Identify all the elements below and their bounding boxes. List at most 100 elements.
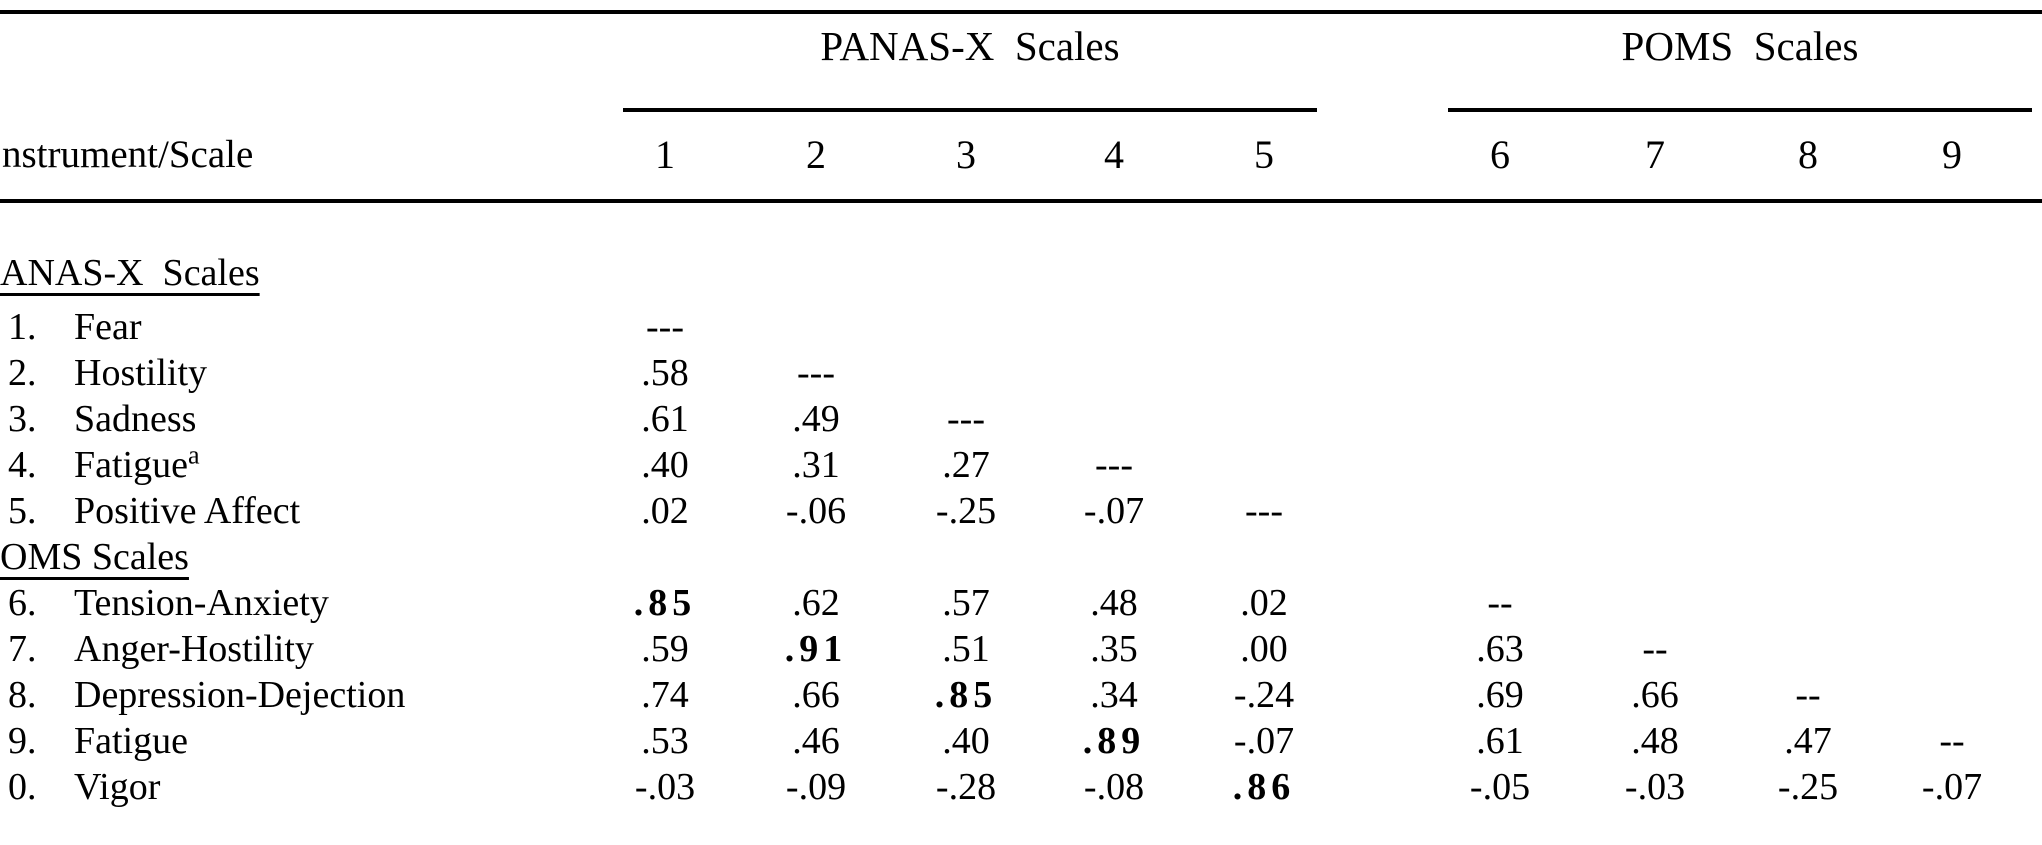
corr-cell: .02: [1240, 582, 1288, 624]
row-label: Depression-Dejection: [74, 674, 406, 716]
column-header-8: 8: [1798, 132, 1818, 177]
corr-cell: .27: [942, 444, 990, 486]
corr-cell: -.25: [935, 490, 997, 532]
corr-cell: .51: [942, 628, 990, 670]
corr-cell: .35: [1090, 628, 1138, 670]
footnote-marker: a: [187, 440, 200, 470]
table-row: 4. Fatiguea .40 .31 .27 ---: [0, 442, 2042, 488]
corr-cell: -.09: [785, 766, 847, 808]
row-number: 4.: [8, 444, 37, 486]
corr-cell: .66: [1631, 674, 1679, 716]
corr-cell: --: [1642, 628, 1668, 670]
corr-cell: --: [1487, 582, 1513, 624]
section-label: OMS Scales: [0, 536, 189, 578]
row-label: Fatiguea: [74, 440, 200, 486]
corr-cell: .00: [1240, 628, 1288, 670]
corr-cell: .66: [792, 674, 840, 716]
row-label: Fear: [74, 306, 142, 348]
column-header-1: 1: [655, 132, 675, 177]
row-number: 8.: [8, 674, 37, 716]
column-header-7: 7: [1645, 132, 1665, 177]
group-header-poms: POMS Scales: [1621, 23, 1859, 69]
row-number: 5.: [8, 490, 37, 532]
table-row: 3. Sadness .61 .49 ---: [0, 396, 2042, 442]
group-header-panas-x: PANAS-X Scales: [820, 23, 1120, 69]
row-number: 3.: [8, 398, 37, 440]
table-row: 6. Tension-Anxiety .85 .62 .57 .48 .02 -…: [0, 580, 2042, 626]
table-row: 9. Fatigue .53 .46 .40 .89 -.07 .61 .48 …: [0, 718, 2042, 764]
table-row: 8. Depression-Dejection .74 .66 .85 .34 …: [0, 672, 2042, 718]
corr-cell: .62: [792, 582, 840, 624]
row-number: 7.: [8, 628, 37, 670]
corr-cell: ---: [797, 352, 835, 394]
column-header-4: 4: [1104, 132, 1124, 177]
column-header-3: 3: [956, 132, 976, 177]
corr-cell: .48: [1090, 582, 1138, 624]
corr-cell: -.07: [1233, 720, 1295, 762]
poms-group-rule: [1448, 108, 2032, 112]
corr-cell: .74: [641, 674, 689, 716]
corr-cell: -.08: [1083, 766, 1145, 808]
column-header-5: 5: [1254, 132, 1274, 177]
corr-cell: .61: [1476, 720, 1524, 762]
corr-cell: .61: [641, 398, 689, 440]
corr-cell: .48: [1631, 720, 1679, 762]
corr-cell: .63: [1476, 628, 1524, 670]
corr-cell: .47: [1784, 720, 1832, 762]
corr-cell-convergent: .91: [784, 628, 848, 670]
column-header-row: nstrument/Scale 1 2 3 4 5 6 7 8 9: [0, 132, 2042, 178]
corr-cell: ---: [646, 306, 684, 348]
corr-cell: -.07: [1083, 490, 1145, 532]
table-row: 2. Hostility .58 ---: [0, 350, 2042, 396]
corr-cell: .40: [641, 444, 689, 486]
row-label: Fatigue: [74, 720, 188, 762]
row-number: 2.: [8, 352, 37, 394]
corr-cell: .02: [641, 490, 689, 532]
corr-cell: ---: [947, 398, 985, 440]
corr-cell: -.25: [1777, 766, 1839, 808]
section-label: ANAS-X Scales: [0, 252, 260, 294]
row-label: Vigor: [74, 766, 161, 808]
corr-cell: .59: [641, 628, 689, 670]
corr-cell-convergent: .85: [633, 582, 697, 624]
corr-cell: ---: [1245, 490, 1283, 532]
header-bottom-rule: [0, 199, 2042, 203]
top-rule: [0, 10, 2042, 14]
corr-cell-convergent: .89: [1082, 720, 1146, 762]
table-row: 5. Positive Affect .02 -.06 -.25 -.07 --…: [0, 488, 2042, 534]
corr-cell: -.06: [785, 490, 847, 532]
section-heading-panas-x: ANAS-X Scales: [0, 250, 2042, 296]
corr-cell: .58: [641, 352, 689, 394]
corr-cell: .46: [792, 720, 840, 762]
panas-group-rule: [623, 108, 1317, 112]
table-row: 1. Fear ---: [0, 304, 2042, 350]
column-header-6: 6: [1490, 132, 1510, 177]
table-body: ANAS-X Scales 1. Fear --- 2. Hostility .…: [0, 250, 2042, 810]
section-heading-poms: OMS Scales: [0, 534, 2042, 580]
row-number: 9.: [8, 720, 37, 762]
row-label: Anger-Hostility: [74, 628, 314, 670]
corr-cell: --: [1939, 720, 1965, 762]
column-header-2: 2: [806, 132, 826, 177]
corr-cell: --: [1795, 674, 1821, 716]
corr-cell: -.28: [935, 766, 997, 808]
corr-cell: -.03: [634, 766, 696, 808]
corr-cell-convergent: .85: [934, 674, 998, 716]
table-row: 0. Vigor -.03 -.09 -.28 -.08 .86 -.05 -.…: [0, 764, 2042, 810]
row-number: 0.: [8, 766, 37, 808]
corr-cell: .69: [1476, 674, 1524, 716]
corr-cell: ---: [1095, 444, 1133, 486]
table-row: 7. Anger-Hostility .59 .91 .51 .35 .00 .…: [0, 626, 2042, 672]
row-label: Tension-Anxiety: [74, 582, 329, 624]
corr-cell: .34: [1090, 674, 1138, 716]
row-number: 6.: [8, 582, 37, 624]
corr-cell: .40: [942, 720, 990, 762]
corr-cell: .31: [792, 444, 840, 486]
corr-cell: -.07: [1921, 766, 1983, 808]
corr-cell: -.03: [1624, 766, 1686, 808]
corr-cell: .57: [942, 582, 990, 624]
corr-cell: .49: [792, 398, 840, 440]
corr-cell: -.05: [1469, 766, 1531, 808]
corr-cell: -.24: [1233, 674, 1295, 716]
